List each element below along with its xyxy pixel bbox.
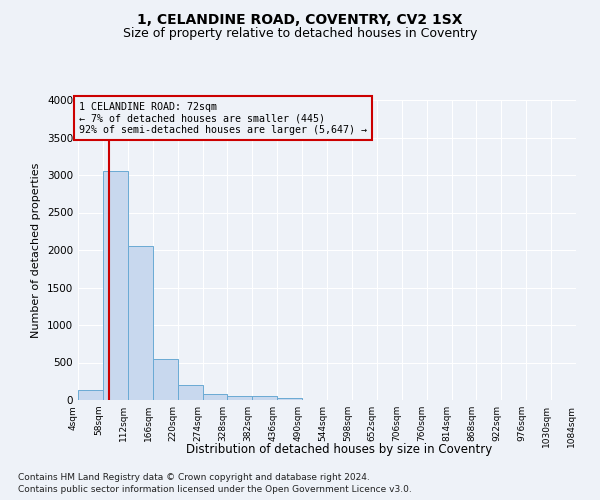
Bar	[227, 396, 252, 400]
Text: Contains public sector information licensed under the Open Government Licence v3: Contains public sector information licen…	[18, 485, 412, 494]
Bar	[178, 385, 203, 400]
Bar	[253, 396, 277, 400]
Text: 1, CELANDINE ROAD, COVENTRY, CV2 1SX: 1, CELANDINE ROAD, COVENTRY, CV2 1SX	[137, 12, 463, 26]
Text: Distribution of detached houses by size in Coventry: Distribution of detached houses by size …	[186, 442, 492, 456]
Bar	[78, 390, 103, 400]
Text: Size of property relative to detached houses in Coventry: Size of property relative to detached ho…	[123, 28, 477, 40]
Y-axis label: Number of detached properties: Number of detached properties	[31, 162, 41, 338]
Bar	[103, 171, 128, 400]
Bar	[203, 394, 227, 400]
Bar	[128, 246, 152, 400]
Text: 1 CELANDINE ROAD: 72sqm
← 7% of detached houses are smaller (445)
92% of semi-de: 1 CELANDINE ROAD: 72sqm ← 7% of detached…	[79, 102, 367, 134]
Bar	[152, 359, 178, 400]
Text: Contains HM Land Registry data © Crown copyright and database right 2024.: Contains HM Land Registry data © Crown c…	[18, 472, 370, 482]
Bar	[277, 398, 302, 400]
